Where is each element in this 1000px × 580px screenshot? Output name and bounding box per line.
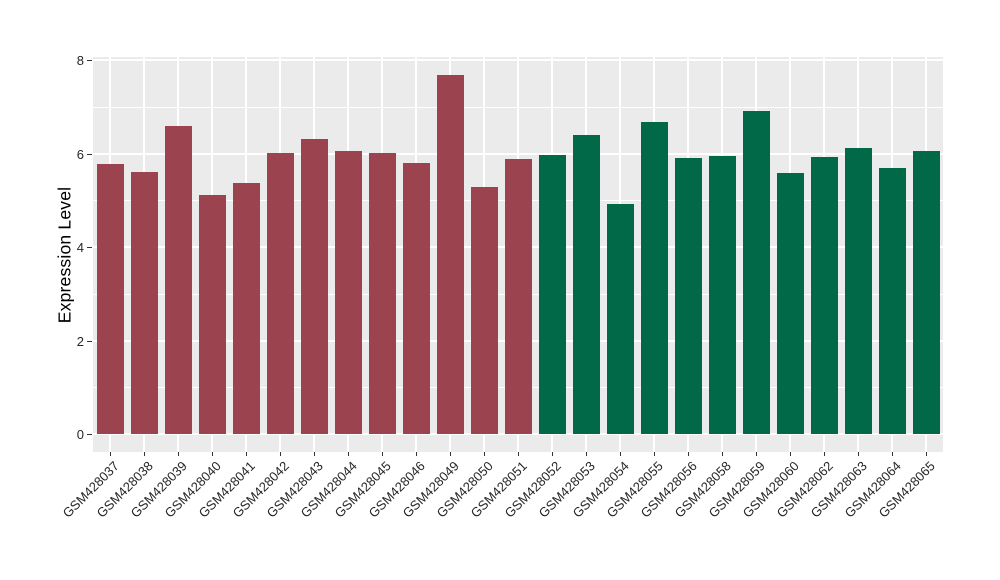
x-tick-mark <box>246 452 247 456</box>
bar-GSM428051 <box>504 159 532 434</box>
x-tick-mark <box>926 452 927 456</box>
x-tick-mark <box>790 452 791 456</box>
y-tick-label: 0 <box>76 427 84 442</box>
y-tick-mark <box>87 153 92 155</box>
bar-GSM428038 <box>130 171 158 434</box>
bar-GSM428043 <box>300 139 328 434</box>
x-tick-mark <box>756 452 757 456</box>
x-tick-mark <box>824 452 825 456</box>
x-tick-mark <box>280 452 281 456</box>
bar-GSM428058 <box>708 155 736 434</box>
bar-GSM428053 <box>572 134 600 434</box>
y-tick-mark <box>87 434 92 435</box>
bar-GSM428046 <box>402 162 430 434</box>
x-tick-mark <box>144 452 145 456</box>
x-tick-mark <box>348 452 349 456</box>
x-tick-mark <box>586 452 587 456</box>
bar-GSM428044 <box>334 151 362 434</box>
bar-GSM428055 <box>640 122 668 434</box>
bar-GSM428062 <box>810 157 838 434</box>
bar-GSM428045 <box>368 152 396 434</box>
y-tick-mark <box>87 340 92 342</box>
y-tick-mark <box>87 247 92 248</box>
x-tick-mark <box>688 452 689 456</box>
x-tick-mark <box>178 452 179 456</box>
x-tick-mark <box>892 452 893 456</box>
x-tick-mark <box>416 452 417 456</box>
y-tick-label: 6 <box>76 146 84 162</box>
y-axis-title: Expression Level <box>54 186 75 324</box>
x-tick-mark <box>620 452 621 456</box>
bar-GSM428060 <box>776 172 804 434</box>
x-tick-mark <box>110 452 111 456</box>
y-tick-mark <box>87 60 92 61</box>
bar-GSM428054 <box>606 204 634 434</box>
bar-GSM428056 <box>674 158 702 434</box>
y-tick-label: 2 <box>76 333 84 349</box>
bar-GSM428037 <box>96 163 124 434</box>
bar-GSM428059 <box>742 111 770 434</box>
x-tick-mark <box>858 452 859 456</box>
bar-GSM428040 <box>198 195 226 434</box>
x-tick-mark <box>212 452 213 456</box>
y-tick-label: 4 <box>76 240 84 255</box>
bar-GSM428064 <box>878 167 906 434</box>
bar-GSM428050 <box>470 187 498 434</box>
x-tick-mark <box>382 452 383 456</box>
bar-GSM428039 <box>164 125 192 434</box>
bar-GSM428041 <box>232 183 260 434</box>
x-tick-mark <box>654 452 655 456</box>
x-tick-mark <box>518 452 519 456</box>
bar-GSM428042 <box>266 152 294 434</box>
bar-GSM428063 <box>844 147 872 434</box>
x-tick-mark <box>722 452 723 456</box>
y-tick-label: 8 <box>76 53 84 68</box>
bar-GSM428052 <box>538 154 566 434</box>
bar-GSM428049 <box>436 75 464 434</box>
plot-panel <box>93 57 943 452</box>
bar-GSM428065 <box>912 151 940 434</box>
x-tick-mark <box>552 452 553 456</box>
x-tick-mark <box>450 452 451 456</box>
x-tick-mark <box>314 452 315 456</box>
x-tick-mark <box>484 452 485 456</box>
